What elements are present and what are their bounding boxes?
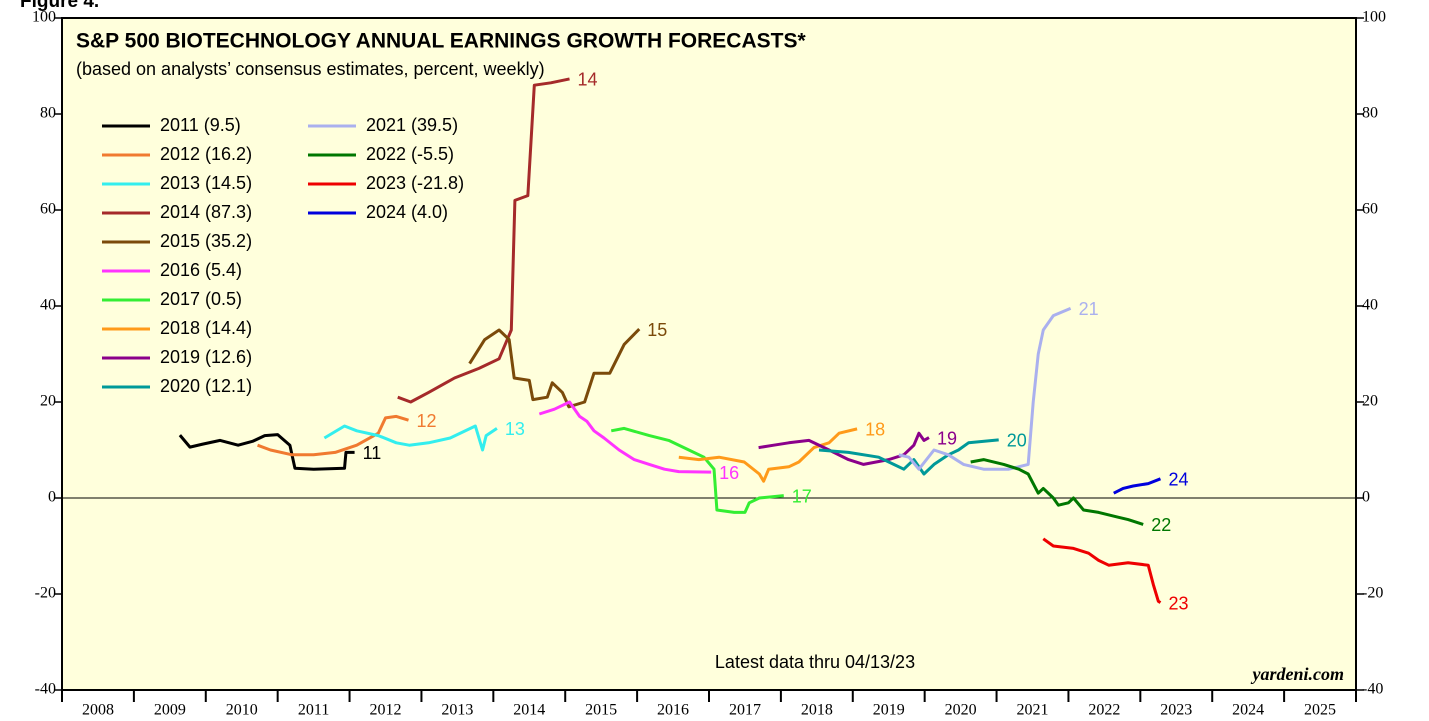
end-label: 11 [363, 443, 382, 463]
end-label: 16 [719, 463, 739, 483]
legend-label: 2019 (12.6) [160, 347, 252, 367]
legend-label: 2014 (87.3) [160, 202, 252, 222]
end-label: 18 [865, 420, 885, 440]
x-tick-label: 2013 [441, 702, 473, 719]
y2-tick-label: 100 [1362, 9, 1386, 26]
end-label: 17 [792, 486, 812, 506]
series-line [678, 427, 858, 483]
legend-label: 2023 (-21.8) [366, 173, 464, 193]
legend-label: 2021 (39.5) [366, 115, 458, 135]
x-tick-label: 2023 [1160, 702, 1192, 719]
end-label: 24 [1168, 470, 1188, 490]
end-label: 20 [1007, 431, 1027, 451]
legend-label: 2020 (12.1) [160, 376, 252, 396]
y-tick-label: -20 [35, 585, 56, 602]
chart-title: S&P 500 BIOTECHNOLOGY ANNUAL EARNINGS GR… [76, 30, 806, 53]
y2-tick-label: 80 [1362, 105, 1378, 122]
y2-tick-label: 20 [1362, 393, 1378, 410]
legend-label: 2011 (9.5) [160, 115, 241, 135]
series-line [758, 431, 930, 466]
x-tick-label: 2009 [154, 702, 186, 719]
y-tick-label: 100 [32, 9, 56, 26]
y-tick-label: 80 [40, 105, 56, 122]
x-tick-label: 2015 [585, 702, 617, 719]
legend-label: 2024 (4.0) [366, 202, 448, 222]
series-line [1113, 477, 1162, 495]
end-label: 19 [937, 428, 957, 448]
x-tick-label: 2020 [945, 702, 977, 719]
legend-label: 2022 (-5.5) [366, 144, 454, 164]
x-tick-label: 2025 [1304, 702, 1336, 719]
legend-label: 2013 (14.5) [160, 173, 252, 193]
x-tick-label: 2008 [82, 702, 114, 719]
y2-tick-label: -20 [1362, 585, 1383, 602]
series-line [178, 433, 355, 471]
y-tick-label: 40 [40, 297, 56, 314]
end-label: 23 [1168, 593, 1188, 613]
legend-label: 2012 (16.2) [160, 144, 252, 164]
end-label: 21 [1079, 299, 1099, 319]
x-tick-label: 2012 [370, 702, 402, 719]
x-tick-label: 2017 [729, 702, 761, 719]
series-line [898, 307, 1072, 471]
end-label: 22 [1151, 515, 1171, 535]
x-tick-label: 2018 [801, 702, 833, 719]
series-line [610, 426, 784, 514]
end-label: 13 [505, 419, 525, 439]
plot-area [61, 17, 1357, 691]
series-line [397, 77, 570, 404]
y2-tick-label: 0 [1362, 489, 1370, 506]
x-tick-label: 2022 [1088, 702, 1120, 719]
series-line [468, 327, 641, 409]
end-label: 14 [578, 70, 598, 90]
figure-label: Figure 4. [20, 0, 99, 12]
series-line [257, 414, 409, 457]
x-tick-label: 2011 [298, 702, 329, 719]
end-label: 12 [417, 411, 437, 431]
series-line [970, 458, 1144, 526]
legend-label: 2017 (0.5) [160, 289, 242, 309]
series-line [323, 424, 498, 452]
source: yardeni.com [1251, 664, 1345, 684]
legend-label: 2018 (14.4) [160, 318, 252, 338]
x-tick-label: 2016 [657, 702, 689, 719]
chart-subtitle: (based on analysts’ consensus estimates,… [76, 59, 545, 79]
note: Latest data thru 04/13/23 [715, 652, 915, 672]
series-line [538, 400, 712, 474]
x-tick-label: 2024 [1232, 702, 1264, 719]
end-label: 15 [647, 320, 667, 340]
y-tick-label: 60 [40, 201, 56, 218]
x-tick-label: 2014 [513, 702, 545, 719]
x-tick-label: 2019 [873, 702, 905, 719]
legend-label: 2016 (5.4) [160, 260, 242, 280]
x-tick-label: 2010 [226, 702, 258, 719]
legend-label: 2015 (35.2) [160, 231, 252, 251]
series-line [1042, 537, 1162, 604]
y-tick-label: -40 [35, 681, 56, 698]
y-tick-label: 20 [40, 393, 56, 410]
y2-tick-label: -40 [1362, 681, 1383, 698]
x-tick-label: 2021 [1017, 702, 1049, 719]
y2-tick-label: 60 [1362, 201, 1378, 218]
y-tick-label: 0 [48, 489, 56, 506]
y2-tick-label: 40 [1362, 297, 1378, 314]
